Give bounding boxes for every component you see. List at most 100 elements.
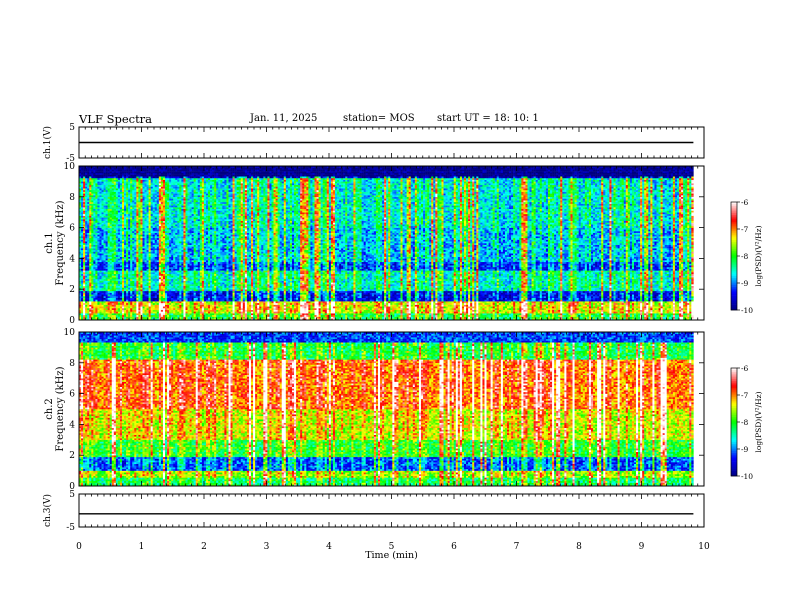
psd-cell [91, 180, 93, 182]
psd-cell [91, 192, 93, 194]
psd-cell [93, 234, 95, 236]
psd-cell [93, 248, 95, 250]
psd-cell [87, 253, 89, 255]
psd-cell [89, 243, 91, 245]
psd-cell [81, 306, 83, 308]
psd-cell [81, 193, 83, 195]
psd-cell [83, 176, 85, 178]
psd-cell [81, 243, 83, 245]
psd-cell [93, 224, 95, 226]
psd-cell [93, 181, 95, 183]
psd-cell [83, 238, 85, 240]
psd-cell [91, 301, 93, 303]
psd-cell [85, 190, 87, 192]
psd-cell [97, 306, 99, 308]
psd-cell [91, 199, 93, 201]
psd-cell [91, 291, 93, 293]
psd-cell [93, 281, 95, 283]
psd-cell [91, 289, 93, 291]
psd-cell [93, 260, 95, 262]
psd-cell [95, 311, 97, 313]
psd-cell [81, 219, 83, 221]
psd-cell [95, 175, 97, 177]
psd-cell [81, 199, 83, 201]
psd-cell [83, 241, 85, 243]
psd-cell [83, 246, 85, 248]
psd-cell [95, 277, 97, 279]
psd-cell [93, 245, 95, 247]
psd-cell [91, 233, 93, 235]
psd-cell [87, 315, 89, 317]
psd-cell [87, 296, 89, 298]
psd-cell [89, 240, 91, 242]
psd-cell [87, 277, 89, 279]
psd-cell [85, 308, 87, 310]
psd-cell [93, 212, 95, 214]
psd-cell [87, 226, 89, 228]
psd-cell [81, 264, 83, 266]
psd-cell [83, 274, 85, 276]
psd-cell [85, 274, 87, 276]
psd-cell [83, 190, 85, 192]
psd-cell [89, 209, 91, 211]
psd-cell [91, 183, 93, 185]
psd-cell [91, 286, 93, 288]
psd-cell [89, 308, 91, 310]
psd-cell [87, 294, 89, 296]
psd-cell [81, 308, 83, 310]
psd-cell [91, 257, 93, 259]
psd-cell [95, 173, 97, 175]
psd-cell [91, 267, 93, 269]
psd-cell [81, 272, 83, 274]
psd-cell [85, 226, 87, 228]
psd-cell [93, 311, 95, 313]
psd-cell [85, 193, 87, 195]
psd-cell [97, 303, 99, 305]
psd-cell [93, 217, 95, 219]
psd-cell [87, 216, 89, 218]
psd-cell [83, 217, 85, 219]
psd-cell [95, 284, 97, 286]
psd-cell [83, 310, 85, 312]
psd-cell [95, 185, 97, 187]
psd-cell [95, 171, 97, 173]
psd-cell [81, 245, 83, 247]
psd-cell [93, 238, 95, 240]
psd-cell [95, 187, 97, 189]
psd-cell [95, 305, 97, 307]
psd-cell [85, 187, 87, 189]
psd-cell [85, 313, 87, 315]
psd-cell [89, 176, 91, 178]
psd-cell [83, 315, 85, 317]
psd-cell [93, 262, 95, 264]
psd-cell [91, 200, 93, 202]
psd-cell [95, 274, 97, 276]
psd-cell [87, 202, 89, 204]
psd-cell [81, 313, 83, 315]
psd-cell [85, 270, 87, 272]
psd-cell [89, 236, 91, 238]
psd-cell [95, 236, 97, 238]
psd-cell [95, 267, 97, 269]
psd-cell [85, 248, 87, 250]
psd-cell [87, 176, 89, 178]
psd-cell [89, 293, 91, 295]
psd-cell [85, 176, 87, 178]
psd-cell [95, 241, 97, 243]
psd-cell [81, 299, 83, 301]
psd-cell [95, 181, 97, 183]
psd-cell [93, 233, 95, 235]
psd-cell [89, 313, 91, 315]
psd-cell [85, 299, 87, 301]
psd-cell [93, 219, 95, 221]
psd-cell [81, 171, 83, 173]
psd-cell [91, 284, 93, 286]
psd-cell [93, 253, 95, 255]
psd-cell [89, 294, 91, 296]
psd-cell [95, 210, 97, 212]
psd-cell [93, 207, 95, 209]
psd-cell [91, 207, 93, 209]
psd-cell [89, 180, 91, 182]
psd-cell [85, 197, 87, 199]
psd-cell [91, 246, 93, 248]
